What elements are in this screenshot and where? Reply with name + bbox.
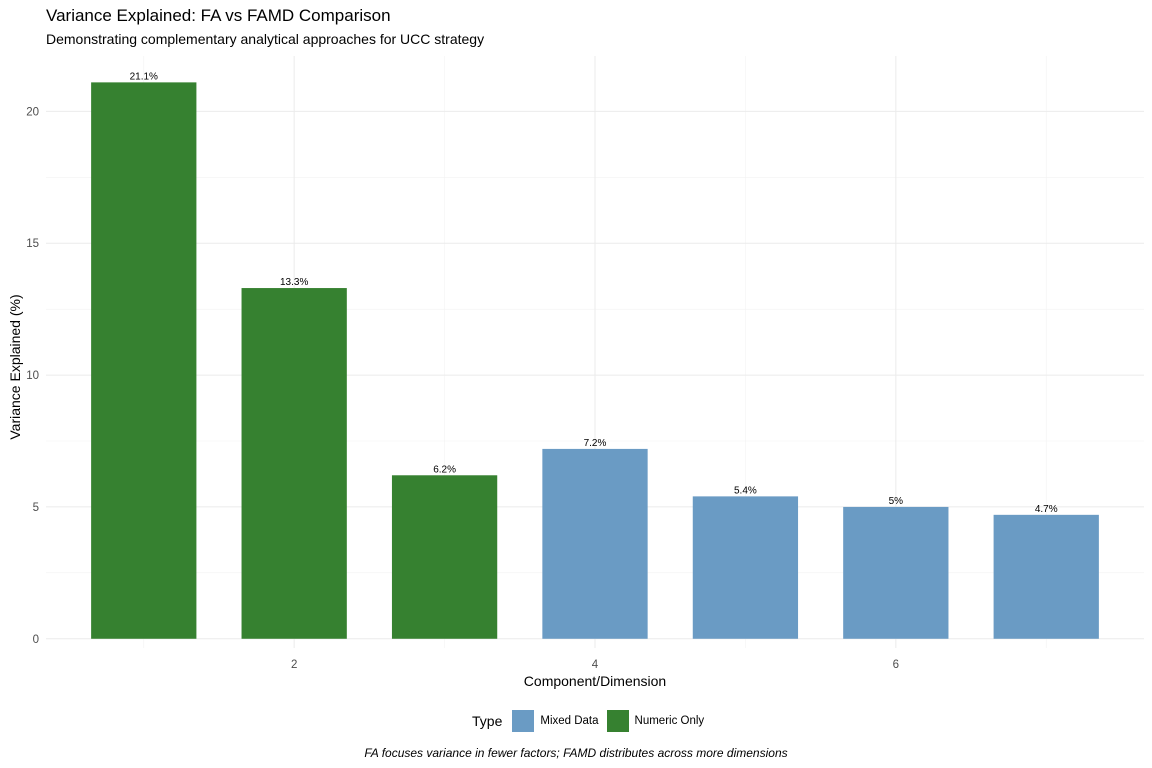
bar-value-label: 21.1%: [130, 71, 158, 82]
bar-chart: 21.1% 13.3% 6.2% 7.2% 5.4% 5% 4.7% 0 5 10 15 20 2 4…: [7, 56, 1144, 689]
legend-item-numeric-only: Numeric Only: [606, 710, 705, 732]
bar: [391, 475, 498, 639]
bar-value-label: 5%: [889, 496, 904, 507]
bar-value-label: 13.3%: [280, 277, 308, 288]
y-axis-ticks: 0 5 10 15 20: [26, 106, 39, 645]
bar: [241, 288, 347, 639]
bar: [843, 506, 949, 639]
x-axis-ticks: 2 4 6: [291, 659, 899, 671]
legend-item-mixed-data: Mixed Data: [512, 710, 599, 732]
bar-value-label: 7.2%: [584, 438, 607, 449]
bars: [91, 82, 1099, 639]
legend-swatch-numeric-only: [606, 710, 629, 732]
bar: [692, 496, 799, 639]
y-tick-label: 0: [33, 634, 39, 646]
x-tick-label: 4: [592, 659, 599, 671]
bar: [993, 514, 1099, 639]
y-axis-label: Variance Explained (%): [7, 294, 23, 439]
x-tick-label: 2: [291, 659, 297, 671]
y-tick-label: 20: [26, 106, 39, 118]
bar-value-label: 6.2%: [433, 464, 456, 475]
bar-labels: 21.1% 13.3% 6.2% 7.2% 5.4% 5% 4.7%: [130, 71, 1058, 514]
y-tick-label: 15: [26, 238, 39, 250]
bar: [91, 82, 197, 639]
chart-caption: FA focuses variance in fewer factors; FA…: [364, 746, 788, 760]
y-tick-label: 10: [26, 370, 39, 382]
legend-label-numeric-only: Numeric Only: [634, 715, 705, 727]
chart-subtitle: Demonstrating complementary analytical a…: [46, 31, 485, 47]
bar-value-label: 4.7%: [1035, 504, 1058, 515]
x-axis-label: Component/Dimension: [524, 673, 666, 689]
y-tick-label: 5: [33, 502, 39, 514]
chart-title: Variance Explained: FA vs FAMD Compariso…: [46, 6, 391, 25]
x-tick-label: 6: [893, 659, 899, 671]
bar-value-label: 5.4%: [734, 485, 757, 496]
legend: Type Mixed Data Numeric Only: [472, 710, 712, 732]
bar: [542, 448, 648, 639]
legend-swatch-mixed-data: [512, 710, 535, 732]
legend-label-mixed-data: Mixed Data: [540, 715, 599, 727]
legend-title: Type: [472, 713, 503, 729]
